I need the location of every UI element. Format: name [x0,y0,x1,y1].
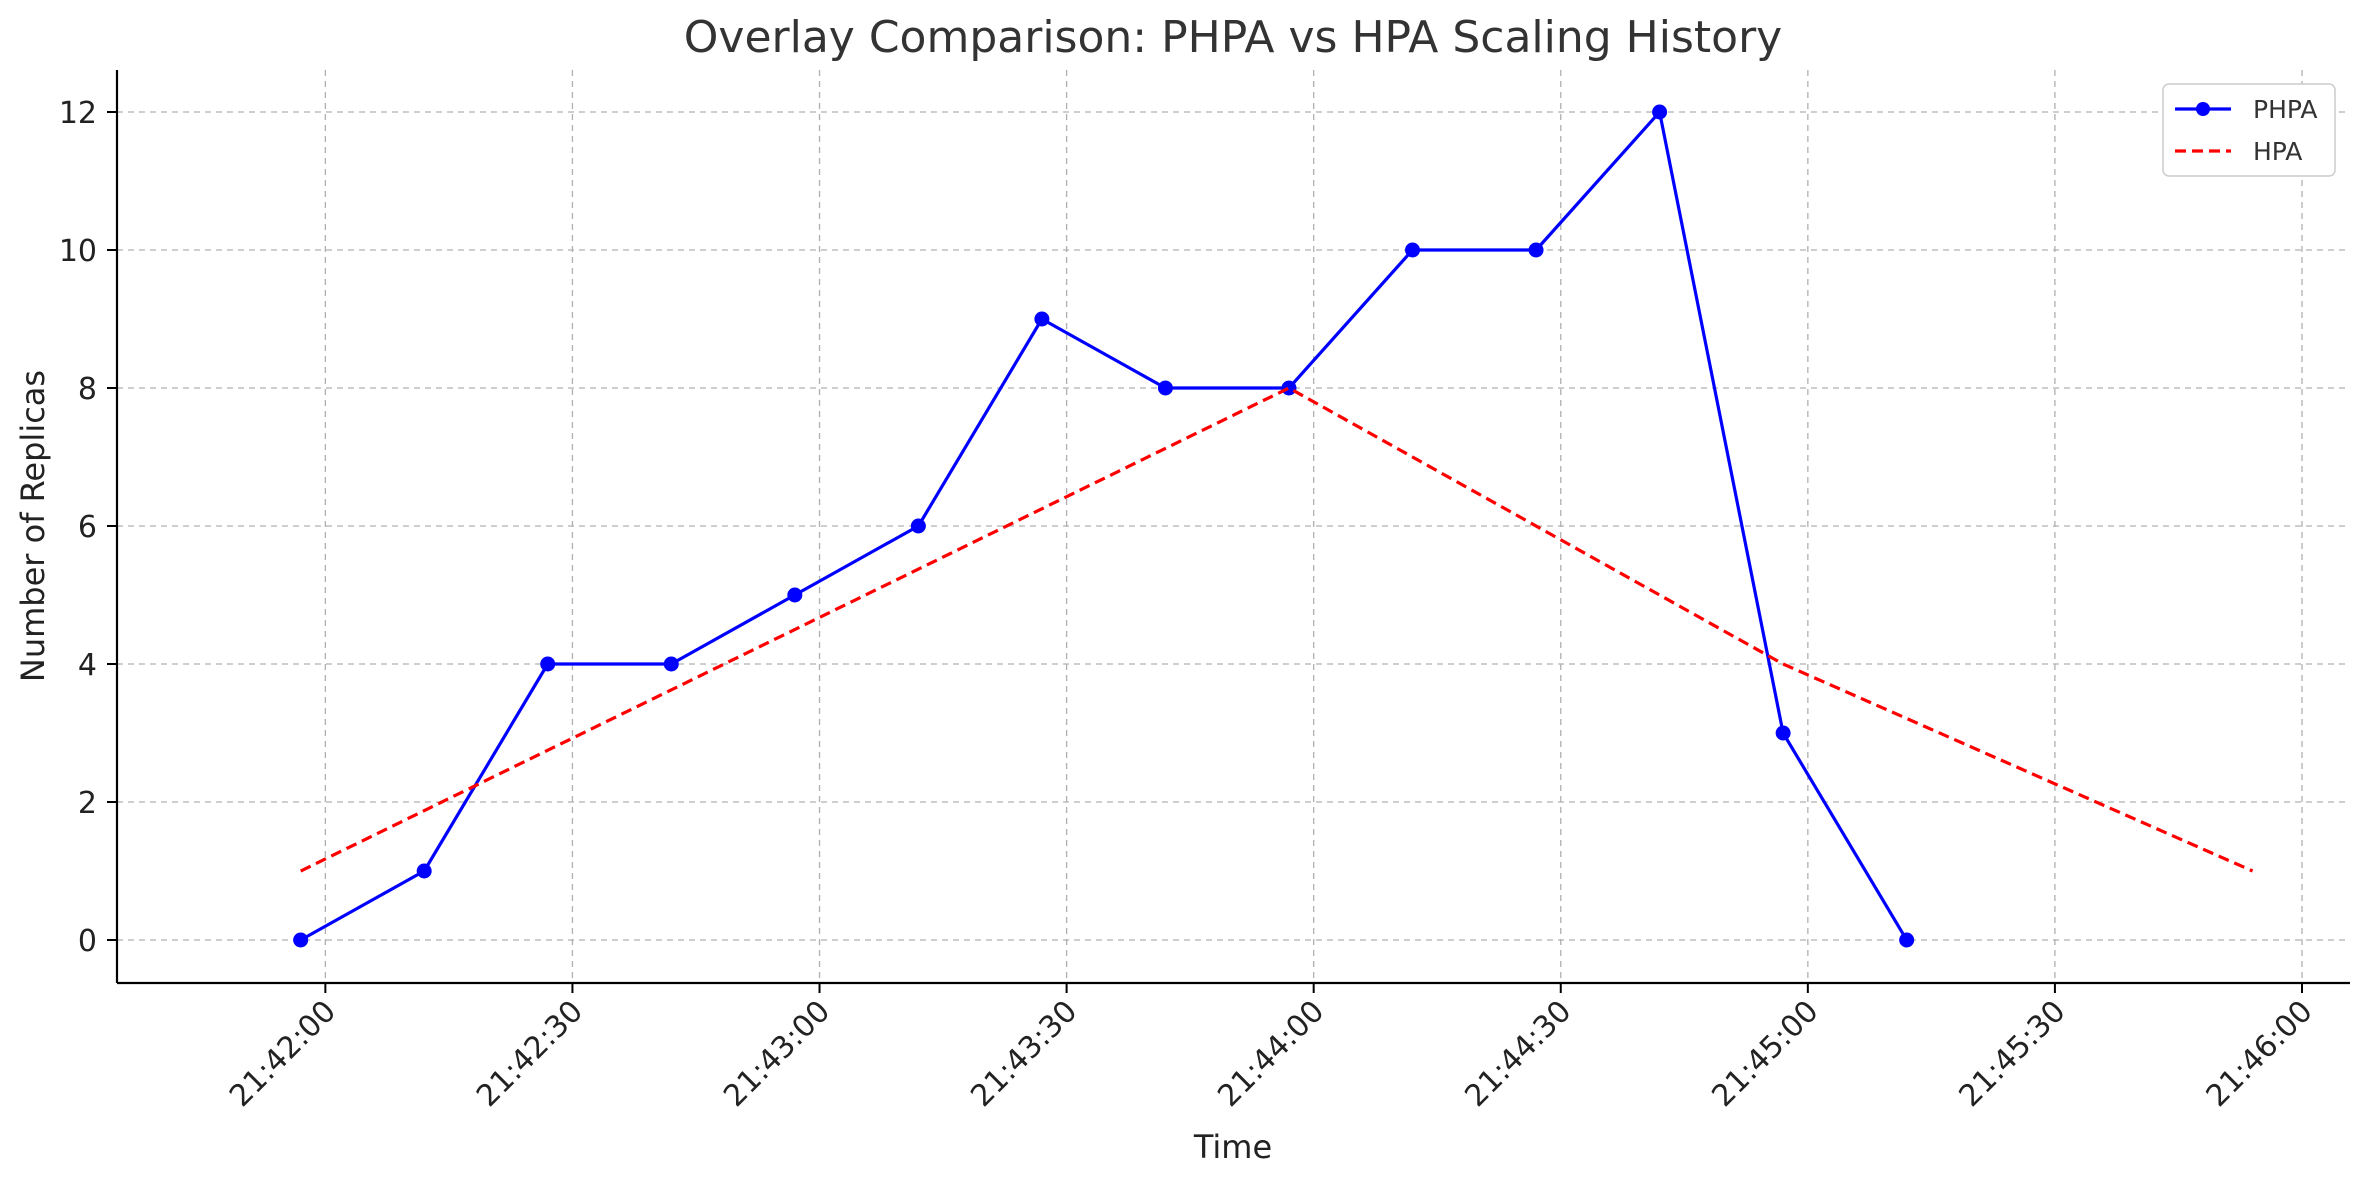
data-point-phpa [1528,242,1544,258]
x-tick-label: 21:45:00 [1705,994,1825,1114]
data-point-phpa [293,932,309,948]
data-point-phpa [540,656,556,672]
legend: PHPA HPA [2162,83,2336,177]
x-axis-label: Time [1193,1128,1272,1166]
series-line-phpa [299,110,1909,942]
series-layer [293,104,2254,948]
legend-label-hpa: HPA [2253,137,2302,166]
y-tick-label: 12 [59,96,97,131]
x-tick-label: 21:43:30 [964,994,1084,1114]
x-tick-label: 21:44:00 [1211,994,1331,1114]
data-point-phpa [1775,725,1791,741]
x-tick-label: 21:43:00 [717,994,837,1114]
data-point-phpa [416,863,432,879]
data-point-phpa [1405,242,1421,258]
data-point-phpa [1281,380,1297,396]
grid-lines [117,70,2350,983]
chart-title: Overlay Comparison: PHPA vs HPA Scaling … [684,12,1782,63]
x-tick-label: 21:42:30 [470,994,590,1114]
legend-marker-phpa [2196,102,2210,116]
y-axis-label: Number of Replicas [14,370,52,682]
x-tick-label: 21:45:30 [1953,994,2073,1114]
y-tick-label: 6 [78,510,97,545]
x-tick-label: 21:46:00 [2200,994,2320,1114]
y-tick-label: 4 [78,648,97,683]
data-point-phpa [1034,311,1050,327]
x-tick-label: 21:44:30 [1458,994,1578,1114]
data-point-phpa [1652,104,1668,120]
y-tick-label: 8 [78,372,97,407]
data-point-phpa [787,587,803,603]
legend-label-phpa: PHPA [2253,95,2317,124]
data-point-phpa [910,518,926,534]
y-tick-label: 10 [59,234,97,269]
x-tick-label: 21:42:00 [223,994,343,1114]
y-tick-label: 2 [78,786,97,821]
series-line-hpa [299,386,2254,873]
ticks: 21:42:00 21:42:30 21:43:00 21:43:30 21:44:00… [59,96,2320,1114]
data-point-phpa [1157,380,1173,396]
y-tick-label: 0 [78,924,97,959]
data-point-phpa [1899,932,1915,948]
data-point-phpa [663,656,679,672]
